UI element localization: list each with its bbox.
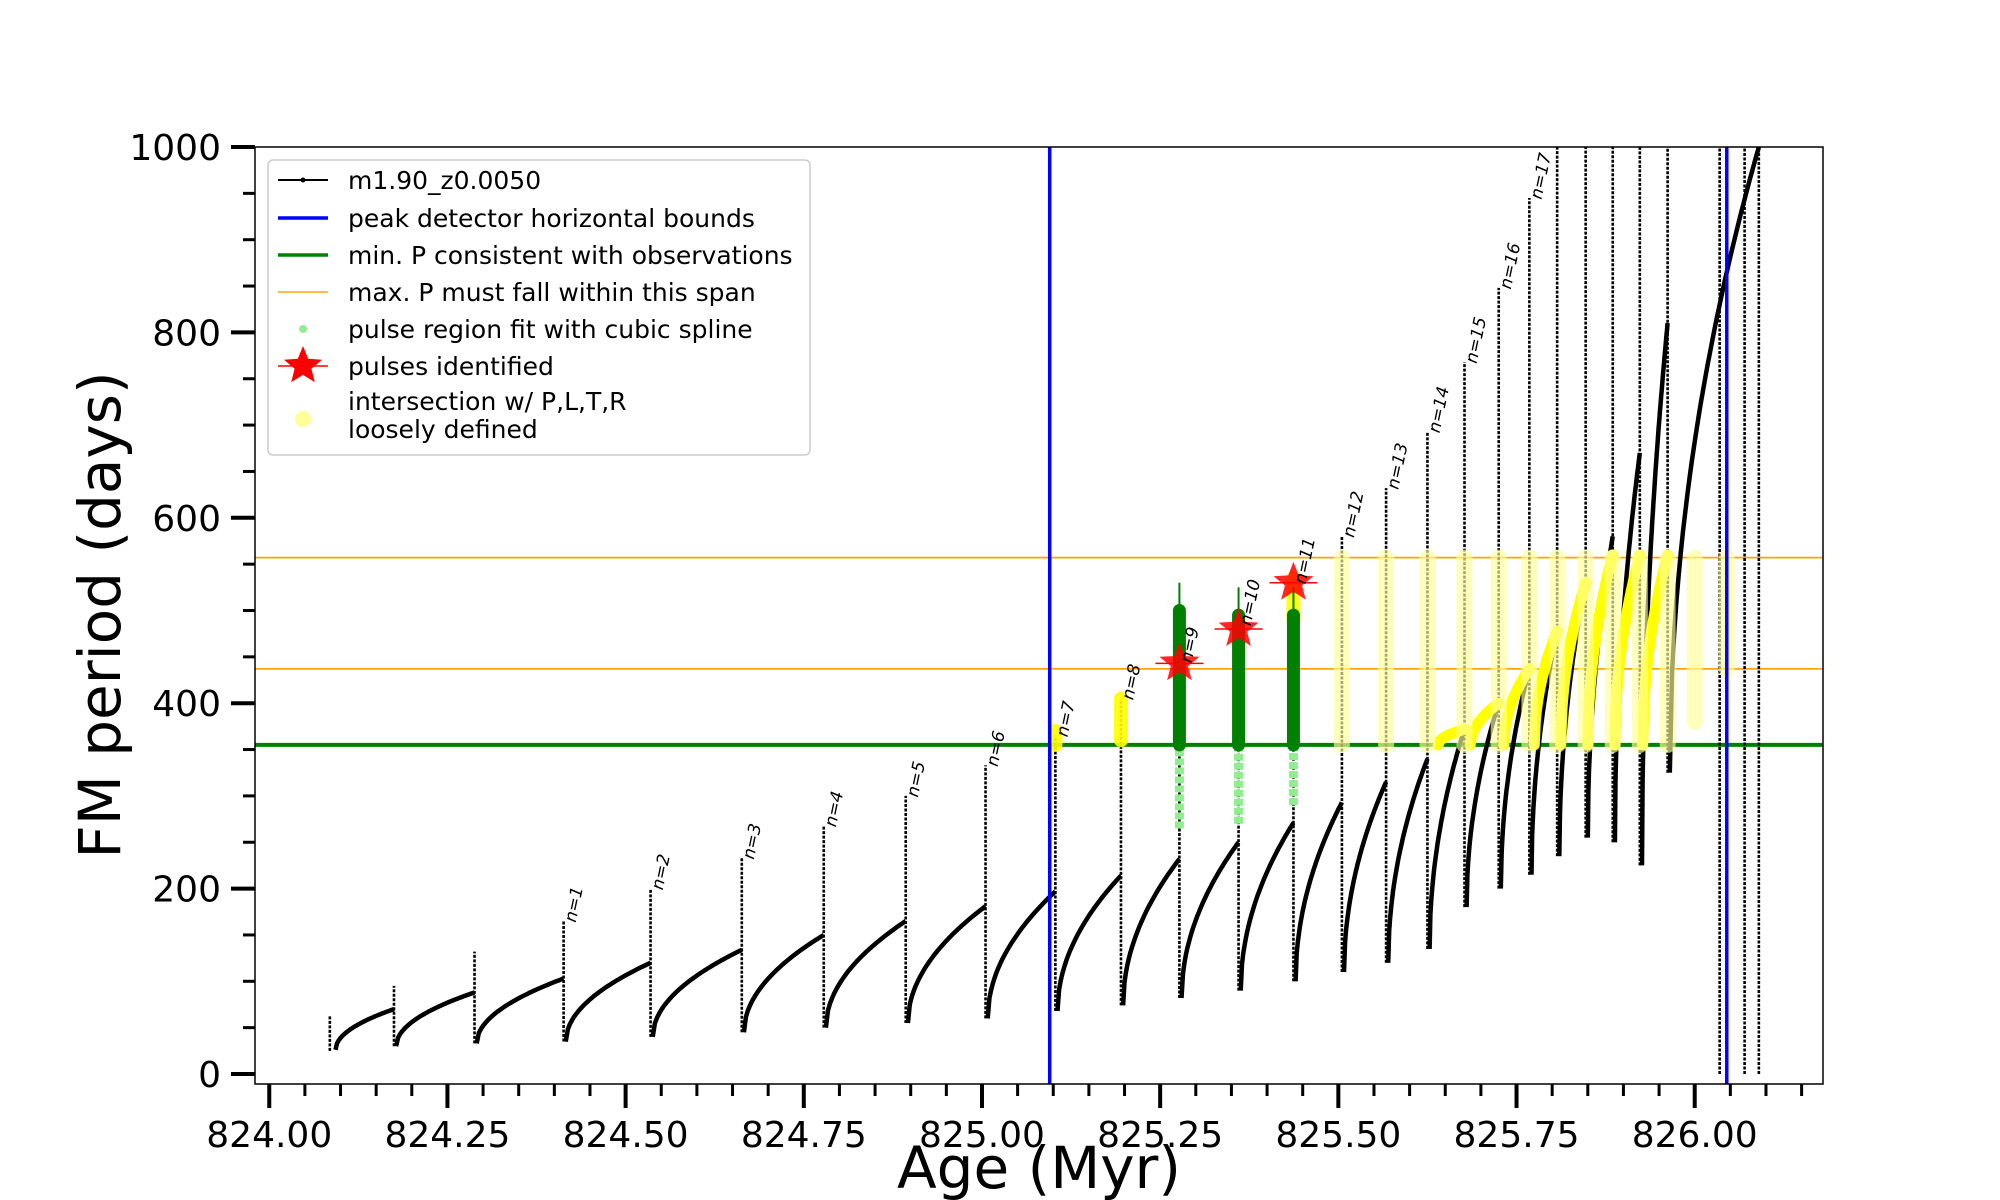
- legend-label-intersection: intersection w/ P,L,T,R: [348, 387, 627, 416]
- plot-area: [255, 147, 1823, 1084]
- legend-label-intersection-line2: loosely defined: [348, 415, 538, 444]
- spline-regions: [1172, 582, 1300, 829]
- series-segment-18: [1427, 728, 1467, 949]
- pulse-label-10: n=10: [1236, 578, 1265, 628]
- series-segment-9: [905, 904, 987, 1024]
- series-segment-3: [393, 990, 476, 1047]
- series-segment-2: [333, 1006, 395, 1051]
- series-segment-4: [474, 976, 565, 1044]
- legend-entry-spline: pulse region fit with cubic spline: [299, 315, 753, 344]
- pulse-label-12: n=12: [1339, 490, 1368, 540]
- y-tick-label-1: 0: [198, 1055, 221, 1096]
- pulse-label-4: n=4: [821, 789, 848, 828]
- legend-label-min-period: min. P consistent with observations: [348, 241, 793, 270]
- x-tick-label-9: 826.00: [1632, 1115, 1758, 1156]
- pulse-label-14: n=14: [1425, 385, 1454, 435]
- pulse-label-15: n=15: [1462, 315, 1491, 365]
- series-segment-26: [1667, 147, 1762, 773]
- peak-detector-bounds: [1047, 147, 1729, 1084]
- pulse-label-6: n=6: [983, 729, 1010, 768]
- legend-entry-pulses: pulses identified: [278, 346, 554, 383]
- x-tick-label-2: 824.25: [384, 1115, 510, 1156]
- legend-star-icon: [284, 346, 322, 383]
- x-tick-label-8: 825.75: [1454, 1115, 1580, 1156]
- series-segment-10: [985, 889, 1057, 1019]
- pulse-label-16: n=16: [1496, 241, 1525, 291]
- y-tick-label-3: 400: [152, 684, 221, 725]
- pulse-star-icon-1: [1159, 642, 1200, 681]
- legend-label-peak-bounds: peak detector horizontal bounds: [348, 204, 755, 233]
- legend: m1.90_z0.0050 peak detector horizontal b…: [267, 159, 811, 456]
- pulse-label-3: n=3: [739, 822, 766, 861]
- legend-label-max-period: max. P must fall within this span: [348, 278, 756, 307]
- pulse-label-13: n=13: [1383, 441, 1412, 491]
- pulses-identified: [1155, 561, 1318, 681]
- legend-entry-model: m1.90_z0.0050: [278, 166, 541, 195]
- pulse-label-17: n=17: [1527, 151, 1556, 201]
- legend-box: [267, 159, 811, 456]
- series-segment-13: [1179, 840, 1241, 999]
- y-tick-label-5: 800: [152, 313, 221, 354]
- series-segment-14: [1238, 821, 1296, 991]
- axes: 824.00 824.25 824.50 824.75 825.00 825.25 825.…: [129, 128, 1804, 1156]
- y-tick-label-2: 200: [152, 870, 221, 911]
- x-tick-label-6: 825.25: [1097, 1115, 1223, 1156]
- series-segment-17: [1385, 758, 1430, 963]
- legend-entry-intersection: intersection w/ P,L,T,R loosely defined: [295, 387, 627, 444]
- x-tick-label-7: 825.50: [1275, 1115, 1401, 1156]
- pulse-label-5: n=5: [903, 760, 930, 799]
- pulse-label-1: n=1: [561, 885, 588, 924]
- pulse-star-icon-2: [1218, 608, 1259, 646]
- pulse-label-7: n=7: [1053, 699, 1080, 738]
- y-tick-label-6: 1000: [129, 128, 221, 169]
- series-segment-11: [1055, 874, 1123, 1012]
- series-segment-6: [650, 947, 743, 1038]
- legend-entry-max-period: max. P must fall within this span: [278, 278, 756, 307]
- legend-entry-min-period: min. P consistent with observations: [278, 241, 793, 270]
- loose-intersections: [1048, 549, 1735, 753]
- x-tick-label-4: 824.75: [741, 1115, 867, 1156]
- legend-label-pulses: pulses identified: [348, 352, 554, 381]
- x-axis-title: Age (Myr): [897, 1134, 1181, 1200]
- pulse-label-11: n=11: [1291, 536, 1320, 586]
- x-tick-label-5: 825.00: [919, 1115, 1045, 1156]
- legend-label-spline: pulse region fit with cubic spline: [348, 315, 753, 344]
- series-segment-7: [741, 933, 825, 1033]
- x-tick-label-3: 824.50: [563, 1115, 689, 1156]
- legend-entry-peak-bounds: peak detector horizontal bounds: [278, 204, 755, 233]
- series-segment-15: [1293, 801, 1344, 982]
- legend-label-model: m1.90_z0.0050: [348, 166, 541, 195]
- y-axis-title: FM period (days): [66, 371, 134, 858]
- series-segment-5: [563, 960, 652, 1042]
- pulse-label-2: n=2: [648, 852, 675, 891]
- y-tick-label-4: 600: [152, 499, 221, 540]
- series-segment-16: [1341, 781, 1389, 973]
- series-segment-12: [1120, 857, 1182, 1006]
- series-segment-8: [823, 919, 907, 1028]
- x-tick-label-1: 824.00: [206, 1115, 332, 1156]
- plot-frame: [254, 146, 1824, 1085]
- pulse-star-icon-3: [1273, 561, 1314, 600]
